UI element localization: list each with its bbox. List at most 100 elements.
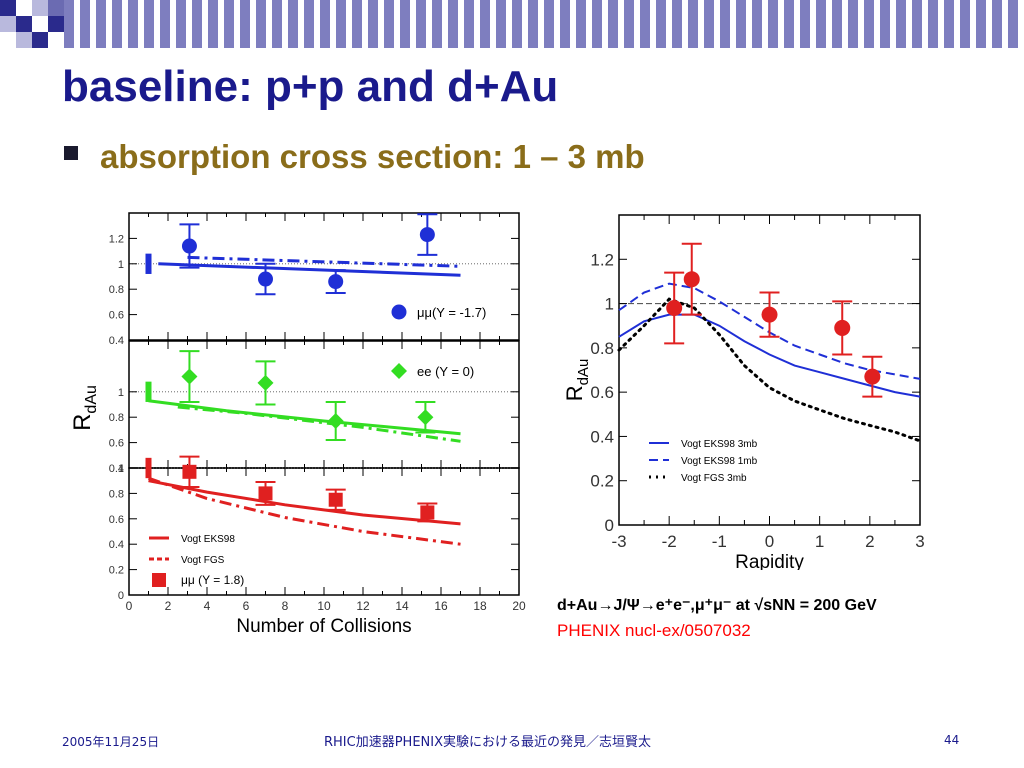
- y-axis-label: RdAu: [69, 385, 100, 431]
- y-tick-label: 1: [118, 259, 124, 271]
- y-tick-label: 1.2: [590, 250, 614, 269]
- y-tick-label: 0.6: [590, 383, 614, 402]
- theory-curve-solid: [158, 262, 461, 277]
- y-tick-label: 0.4: [109, 539, 124, 551]
- theory-curve-solid: [618, 313, 921, 398]
- legend-label: Vogt EKS98 3mb: [681, 439, 758, 450]
- y-tick-label: 0.8: [590, 339, 614, 358]
- systematic-bar: [145, 457, 152, 479]
- data-point: [417, 409, 434, 426]
- y-tick-label: 0.6: [109, 438, 124, 450]
- legend-marker: [391, 363, 407, 379]
- x-axis-label: Number of Collisions: [236, 616, 411, 637]
- legend-label: μμ (Y = 1.8): [181, 573, 244, 587]
- y-tick-label: 1: [118, 387, 124, 399]
- y-tick-label: 0.8: [109, 284, 124, 296]
- x-tick-label: 6: [243, 599, 250, 613]
- x-tick-label: 12: [356, 599, 370, 613]
- legend-label: Vogt FGS 3mb: [681, 473, 747, 484]
- left-panel-3: 0 0.2 0.4 0.6 0.8 1 Vogt EKS98 Vogt FGS μμ (Y = …: [109, 455, 520, 602]
- theory-curve-dashdot: [148, 476, 461, 546]
- theory-curve-dashdot: [177, 405, 461, 443]
- data-point: [666, 300, 683, 316]
- legend-label: μμ(Y = -1.7): [417, 305, 486, 320]
- data-point: [328, 274, 344, 290]
- theory-curve-solid: [148, 399, 461, 436]
- caption-reference: PHENIX nucl-ex/0507032: [557, 621, 751, 640]
- x-tick-label: 8: [282, 599, 289, 613]
- legend-marker: [391, 304, 407, 320]
- left-panel-2: 0.4 0.6 0.8 1 ee (Y = 0): [109, 340, 520, 475]
- legend-label: Vogt EKS98: [181, 534, 235, 545]
- x-tick-label: 16: [434, 599, 448, 613]
- x-tick-label: -3: [611, 532, 626, 551]
- data-point: [328, 492, 343, 507]
- x-tick-label: 20: [512, 599, 526, 613]
- slide-title: baseline: p+p and d+Au: [62, 62, 559, 111]
- data-point: [419, 227, 435, 243]
- theory-curve-solid: [148, 479, 461, 526]
- data-point: [257, 374, 274, 391]
- y-tick-label: 0.2: [109, 565, 124, 577]
- data-point: [834, 319, 851, 336]
- data-point: [181, 238, 197, 254]
- corner-decoration: [0, 0, 1024, 50]
- right-chart: 0 0.2 0.4 0.6 0.8 1 1.2 -3 -2 -1 0 1 2 3 Rapidity RdAu V…: [562, 214, 925, 570]
- page-number: 44: [944, 733, 960, 747]
- panel-frame: [128, 212, 520, 341]
- y-tick-label: 0.4: [109, 463, 124, 475]
- x-tick-label: -2: [662, 532, 677, 551]
- x-tick-label: 2: [165, 599, 172, 613]
- data-point: [182, 464, 197, 479]
- data-point: [258, 271, 273, 287]
- rapidity-plot: 0 0.2 0.4 0.6 0.8 1 1.2 -3 -2 -1 0 1 2 3 Rapidity RdAu V…: [562, 214, 925, 570]
- x-tick-label: 14: [395, 599, 409, 613]
- x-tick-label: 2: [865, 532, 874, 551]
- x-tick-label: 0: [765, 532, 774, 551]
- y-tick-label: 0.8: [109, 488, 124, 500]
- x-axis-label: Rapidity: [735, 552, 804, 570]
- y-tick-label: 0.2: [590, 472, 614, 491]
- legend-label: Vogt FGS: [181, 555, 225, 566]
- data-point: [327, 413, 344, 430]
- y-tick-label: 0.4: [590, 427, 614, 446]
- x-tick-label: 0: [126, 599, 133, 613]
- data-point: [683, 271, 700, 288]
- legend-label: Vogt EKS98 1mb: [681, 456, 758, 467]
- bullet-text: absorption cross section: 1 – 3 mb: [100, 138, 645, 175]
- y-tick-label: 0: [605, 516, 614, 535]
- theory-curve-dashdot: [187, 255, 461, 268]
- data-point: [181, 368, 198, 385]
- bullet-item: absorption cross section: 1 – 3 mb: [64, 138, 645, 176]
- y-axis-label: RdAu: [562, 359, 592, 402]
- legend-label: ee (Y = 0): [417, 364, 474, 379]
- y-tick-label: 0.6: [109, 514, 124, 526]
- y-tick-label: 1: [118, 463, 124, 475]
- left-panel-1: 0.4 0.6 0.8 1 1.2 μμ(Y = -1.7): [109, 212, 520, 347]
- data-point: [864, 368, 881, 385]
- square-bullet-icon: [64, 146, 78, 160]
- y-tick-label: 0.4: [109, 335, 124, 347]
- x-tick-label: 18: [473, 599, 487, 613]
- systematic-bar: [145, 253, 152, 274]
- y-tick-label: 0: [118, 590, 124, 602]
- x-tick-label: -1: [712, 532, 727, 551]
- systematic-bar: [145, 381, 152, 402]
- y-tick-label: 0.6: [109, 310, 124, 322]
- data-point: [420, 505, 435, 520]
- footer-center-text: RHIC加速器PHENIX実験における最近の発見／志垣賢太: [324, 735, 652, 750]
- caption-reaction: d+Au→J/Ψ→e⁺e⁻,μ⁺μ⁻ at √sNN = 200 GeV: [557, 597, 877, 614]
- y-tick-label: 1: [605, 295, 614, 314]
- data-point: [258, 486, 273, 501]
- x-tick-label: 3: [915, 532, 924, 551]
- y-tick-label: 0.8: [109, 412, 124, 424]
- y-tick-label: 1.2: [109, 233, 124, 245]
- footer-date: 2005年11月25日: [62, 735, 160, 749]
- x-tick-label: 4: [204, 599, 211, 613]
- legend-marker: [152, 573, 166, 587]
- data-point: [761, 306, 778, 323]
- theory-curve-dotted: [617, 297, 922, 443]
- left-chart: 0.4 0.6 0.8 1 1.2 μμ(Y = -1.7) 0.4 0.6 0.8 1 ee (Y…: [69, 212, 526, 637]
- x-tick-label: 10: [317, 599, 331, 613]
- x-tick-label: 1: [815, 532, 824, 551]
